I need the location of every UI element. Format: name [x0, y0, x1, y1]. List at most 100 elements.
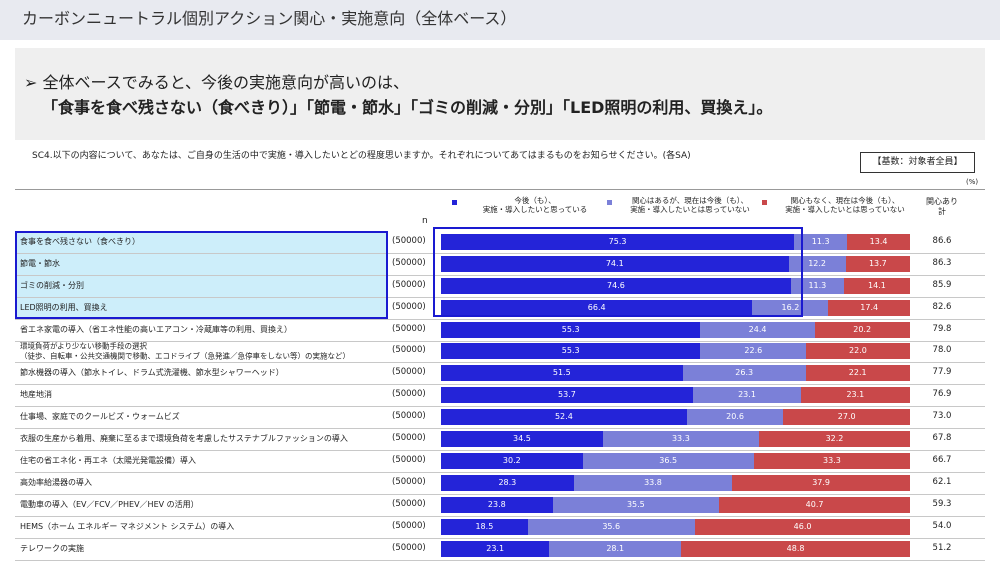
total-label: 85.9: [932, 279, 952, 290]
legend-swatch: [762, 200, 767, 205]
value-label: 22.6: [744, 346, 763, 356]
value-label: 26.3: [735, 368, 754, 378]
row-line: [15, 252, 985, 254]
value-label: 30.2: [502, 455, 521, 465]
bar-segment: [441, 540, 550, 557]
value-label: 24.4: [748, 324, 767, 334]
unit: (%): [966, 178, 979, 186]
table-top-line: [15, 189, 985, 190]
legend-swatch: [452, 200, 457, 205]
value-label: 33.8: [644, 477, 662, 487]
legend-label: 関心もなく、現在は今後（も）、 実施・導入したいとは思っていない: [785, 196, 905, 215]
bar-segment: [441, 431, 603, 448]
bar-segment: [805, 365, 910, 382]
row-line: [15, 274, 985, 276]
title: カーボンニュートラル個別アクション関心・実施意向（全体ベース）: [22, 9, 517, 28]
category-label: 省エネ家電の導入（省エネ性能の高いエアコン・冷蔵庫等の利用、買換え）: [20, 324, 292, 334]
n-label: (50000): [392, 301, 426, 312]
row-line: [15, 340, 985, 342]
value-label: 17.4: [860, 302, 879, 312]
bar-segment: [552, 496, 720, 513]
category-label: 節水機器の導入（節水トイレ、ドラム式洗濯機、節水型シャワーヘッド）: [20, 368, 284, 378]
value-label: 23.1: [486, 543, 505, 553]
bar-segment: [441, 474, 574, 491]
bar-segment: [753, 452, 910, 469]
category-label: テレワークの実施: [20, 543, 84, 553]
bar-segment: [441, 365, 683, 382]
category-label: 地産地消: [20, 390, 52, 400]
category-label: 食事を食べ残さない（食べきり）: [20, 236, 140, 246]
bar-segment: [441, 233, 795, 250]
bar-segment: [719, 496, 910, 513]
category-label: HEMS（ホーム エネルギー マネジメント システム）の導入: [20, 521, 235, 531]
value-label: 52.4: [554, 412, 573, 422]
row-line: [15, 493, 985, 495]
value-label: 23.1: [846, 390, 865, 400]
bar-segment: [441, 496, 553, 513]
n-label: (50000): [392, 389, 426, 400]
bar-segment: [801, 387, 910, 404]
value-label: 22.1: [848, 368, 867, 378]
bar-segment: [573, 474, 733, 491]
value-label: 34.5: [512, 434, 531, 444]
total-label: 67.8: [932, 433, 952, 444]
bar-segment: [732, 474, 910, 491]
bar-segment: [828, 299, 910, 316]
value-label: 22.0: [849, 346, 867, 356]
legend-swatch: [607, 200, 612, 205]
row-line: [15, 515, 985, 517]
value-label: 35.6: [602, 521, 621, 531]
total-header: 関心あり 計: [926, 197, 958, 216]
row-line: [15, 406, 985, 408]
bar-segment: [441, 343, 701, 360]
value-label: 11.3: [808, 280, 827, 290]
bar-segment: [790, 277, 844, 294]
bar-segment: [602, 431, 759, 448]
value-label: 55.3: [561, 324, 580, 334]
value-label: 75.3: [608, 236, 627, 246]
highlight-frame: [433, 227, 803, 317]
value-label: 28.3: [498, 477, 517, 487]
summary-box: [15, 48, 985, 140]
legend-label: 関心はあるが、現在は今後（も）、 実施・導入したいとは思っていない: [630, 196, 750, 215]
bar-segment: [441, 321, 701, 338]
n-label: (50000): [392, 367, 426, 378]
row-line: [15, 384, 985, 386]
bar-segment: [686, 409, 784, 426]
total-label: 78.0: [932, 345, 952, 356]
total-label: 82.6: [932, 301, 952, 312]
total-label: 73.0: [932, 411, 952, 422]
category-label: 電動車の導入（EV／FCV／PHEV／HEV の活用）: [20, 499, 199, 509]
row-line: [15, 296, 985, 298]
bar-segment: [441, 255, 789, 272]
total-label: 66.7: [932, 454, 952, 465]
bar-segment: [582, 452, 754, 469]
category-label: LED照明の利用、買換え: [20, 302, 108, 312]
value-label: 18.5: [475, 521, 494, 531]
bar-segment: [682, 365, 806, 382]
n-label: (50000): [392, 498, 426, 509]
row-line: [15, 318, 985, 320]
total-label: 54.0: [932, 520, 952, 531]
category-label: 住宅の省エネ化・再エネ（太陽光発電設備）導入: [20, 455, 196, 465]
legend-label: 今後（も）、 実施・導入したいと思っている: [482, 196, 588, 215]
bar-segment: [814, 321, 910, 338]
bar-segment: [441, 409, 687, 426]
value-label: 74.6: [607, 280, 625, 290]
value-label: 27.0: [837, 412, 856, 422]
total-label: 79.8: [932, 323, 952, 334]
summary-line: ➢ 全体ベースでみると、今後の実施意向が高いのは、: [24, 73, 410, 92]
value-label: 33.3: [822, 455, 841, 465]
value-label: 33.3: [671, 434, 690, 444]
bar-segment: [783, 409, 910, 426]
total-label: 86.3: [932, 257, 952, 268]
total-label: 76.9: [932, 389, 952, 400]
total-label: 51.2: [932, 542, 952, 553]
row-line: [15, 362, 985, 364]
bar-segment: [700, 343, 807, 360]
base-note: 【基数：対象者全員】: [860, 152, 975, 173]
total-label: 59.3: [932, 498, 952, 509]
value-label: 23.8: [487, 499, 506, 509]
